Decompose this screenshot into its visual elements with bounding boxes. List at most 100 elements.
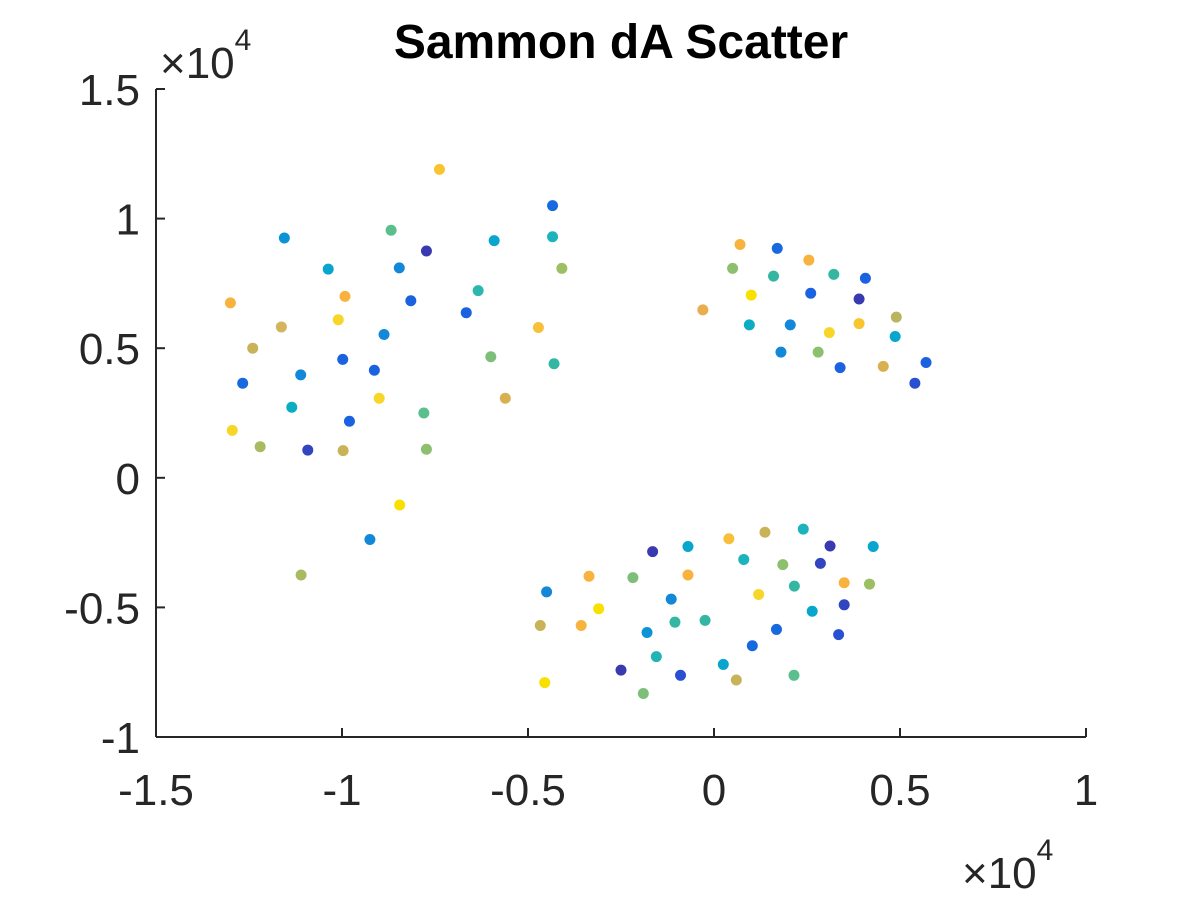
scatter-point xyxy=(853,293,865,305)
scatter-point xyxy=(768,270,780,282)
y-exponent-power: 4 xyxy=(235,24,252,57)
scatter-point xyxy=(834,362,846,374)
y-tick-label: 0 xyxy=(116,455,140,504)
scatter-point xyxy=(682,569,694,581)
scatter-point xyxy=(867,540,879,552)
scatter-point xyxy=(337,353,349,365)
scatter-point xyxy=(539,677,551,689)
scatter-point xyxy=(627,572,639,584)
scatter-point xyxy=(812,346,824,358)
scatter-point xyxy=(784,319,796,331)
x-tick-label: -0.5 xyxy=(490,766,566,815)
x-tick-label: -1 xyxy=(322,766,361,815)
x-exponent-label: ×104 xyxy=(962,834,1053,898)
scatter-point xyxy=(332,314,344,326)
scatter-point xyxy=(797,523,809,535)
axes xyxy=(155,89,1086,738)
scatter-point xyxy=(226,424,238,436)
y-exponent-label: ×104 xyxy=(160,24,251,88)
scatter-point xyxy=(460,307,472,319)
scatter-point xyxy=(275,321,287,333)
scatter-point xyxy=(339,290,351,302)
scatter-point xyxy=(394,499,406,511)
scatter-point xyxy=(727,262,739,274)
scatter-point xyxy=(806,605,818,617)
scatter-point xyxy=(433,163,445,175)
scatter-point xyxy=(575,620,587,632)
scatter-point xyxy=(669,616,681,628)
scatter-point xyxy=(838,599,850,611)
chart-title: Sammon dA Scatter xyxy=(394,16,848,69)
scatter-point xyxy=(770,623,782,635)
scatter-point xyxy=(405,295,417,307)
scatter-point xyxy=(753,588,765,600)
scatter-point xyxy=(697,304,709,316)
y-tick-label: -0.5 xyxy=(64,584,140,633)
scatter-point xyxy=(547,231,559,243)
scatter-point xyxy=(247,342,259,354)
scatter-point xyxy=(532,321,544,333)
scatter-point xyxy=(485,351,497,363)
scatter-point xyxy=(730,674,742,686)
scatter-point xyxy=(237,377,249,389)
scatter-point xyxy=(838,577,850,589)
scatter-point xyxy=(393,262,405,274)
scatter-point xyxy=(717,658,729,670)
scatter-point xyxy=(364,533,376,545)
scatter-point xyxy=(295,569,307,581)
x-exponent-power: 4 xyxy=(1037,834,1054,867)
scatter-point xyxy=(803,254,815,266)
y-exponent-base: ×10 xyxy=(160,39,235,88)
scatter-point xyxy=(828,268,840,280)
scatter-point xyxy=(682,540,694,552)
x-tick-label: 0 xyxy=(702,766,726,815)
scatter-point xyxy=(863,578,875,590)
scatter-point xyxy=(583,570,595,582)
scatter-point xyxy=(385,224,397,236)
scatter-point xyxy=(337,445,349,457)
scatter-point xyxy=(343,415,355,427)
scatter-point xyxy=(853,318,865,330)
scatter-point xyxy=(788,580,800,592)
scatter-point xyxy=(499,392,511,404)
scatter-point xyxy=(833,629,845,641)
scatter-point xyxy=(418,407,430,419)
scatter-point xyxy=(534,620,546,632)
scatter-point xyxy=(889,331,901,343)
scatter-point xyxy=(699,614,711,626)
scatter-point xyxy=(420,245,432,257)
scatter-point xyxy=(373,392,385,404)
scatter-point xyxy=(488,235,500,247)
scatter-point xyxy=(738,553,750,565)
scatter-point xyxy=(877,360,889,372)
scatter-point xyxy=(665,593,677,605)
scatter-point xyxy=(890,311,902,323)
x-tick-label: 1 xyxy=(1074,766,1098,815)
y-tick-label: 1.5 xyxy=(79,66,140,115)
scatter-point xyxy=(734,239,746,251)
scatter-point xyxy=(909,377,921,389)
scatter-point xyxy=(295,369,307,381)
x-exponent-base: ×10 xyxy=(962,849,1037,898)
scatter-point xyxy=(548,358,560,370)
scatter-point xyxy=(746,640,758,652)
scatter-point xyxy=(541,586,553,598)
scatter-point xyxy=(743,319,755,331)
scatter-point xyxy=(641,627,653,639)
scatter-point xyxy=(650,651,662,663)
data-points xyxy=(224,163,932,699)
x-axis-ticks: -1.5 -1 -0.5 0 0.5 1 xyxy=(118,728,1098,815)
scatter-point xyxy=(788,669,800,681)
scatter-point xyxy=(286,401,298,413)
scatter-point xyxy=(859,272,871,284)
scatter-point xyxy=(745,289,757,301)
x-tick-label: 0.5 xyxy=(869,766,930,815)
scatter-point xyxy=(777,559,789,571)
y-tick-label: 0.5 xyxy=(79,325,140,374)
scatter-point xyxy=(254,441,266,453)
scatter-point xyxy=(723,533,735,545)
scatter-point xyxy=(472,285,484,297)
scatter-point xyxy=(593,603,605,615)
scatter-point xyxy=(322,263,334,275)
